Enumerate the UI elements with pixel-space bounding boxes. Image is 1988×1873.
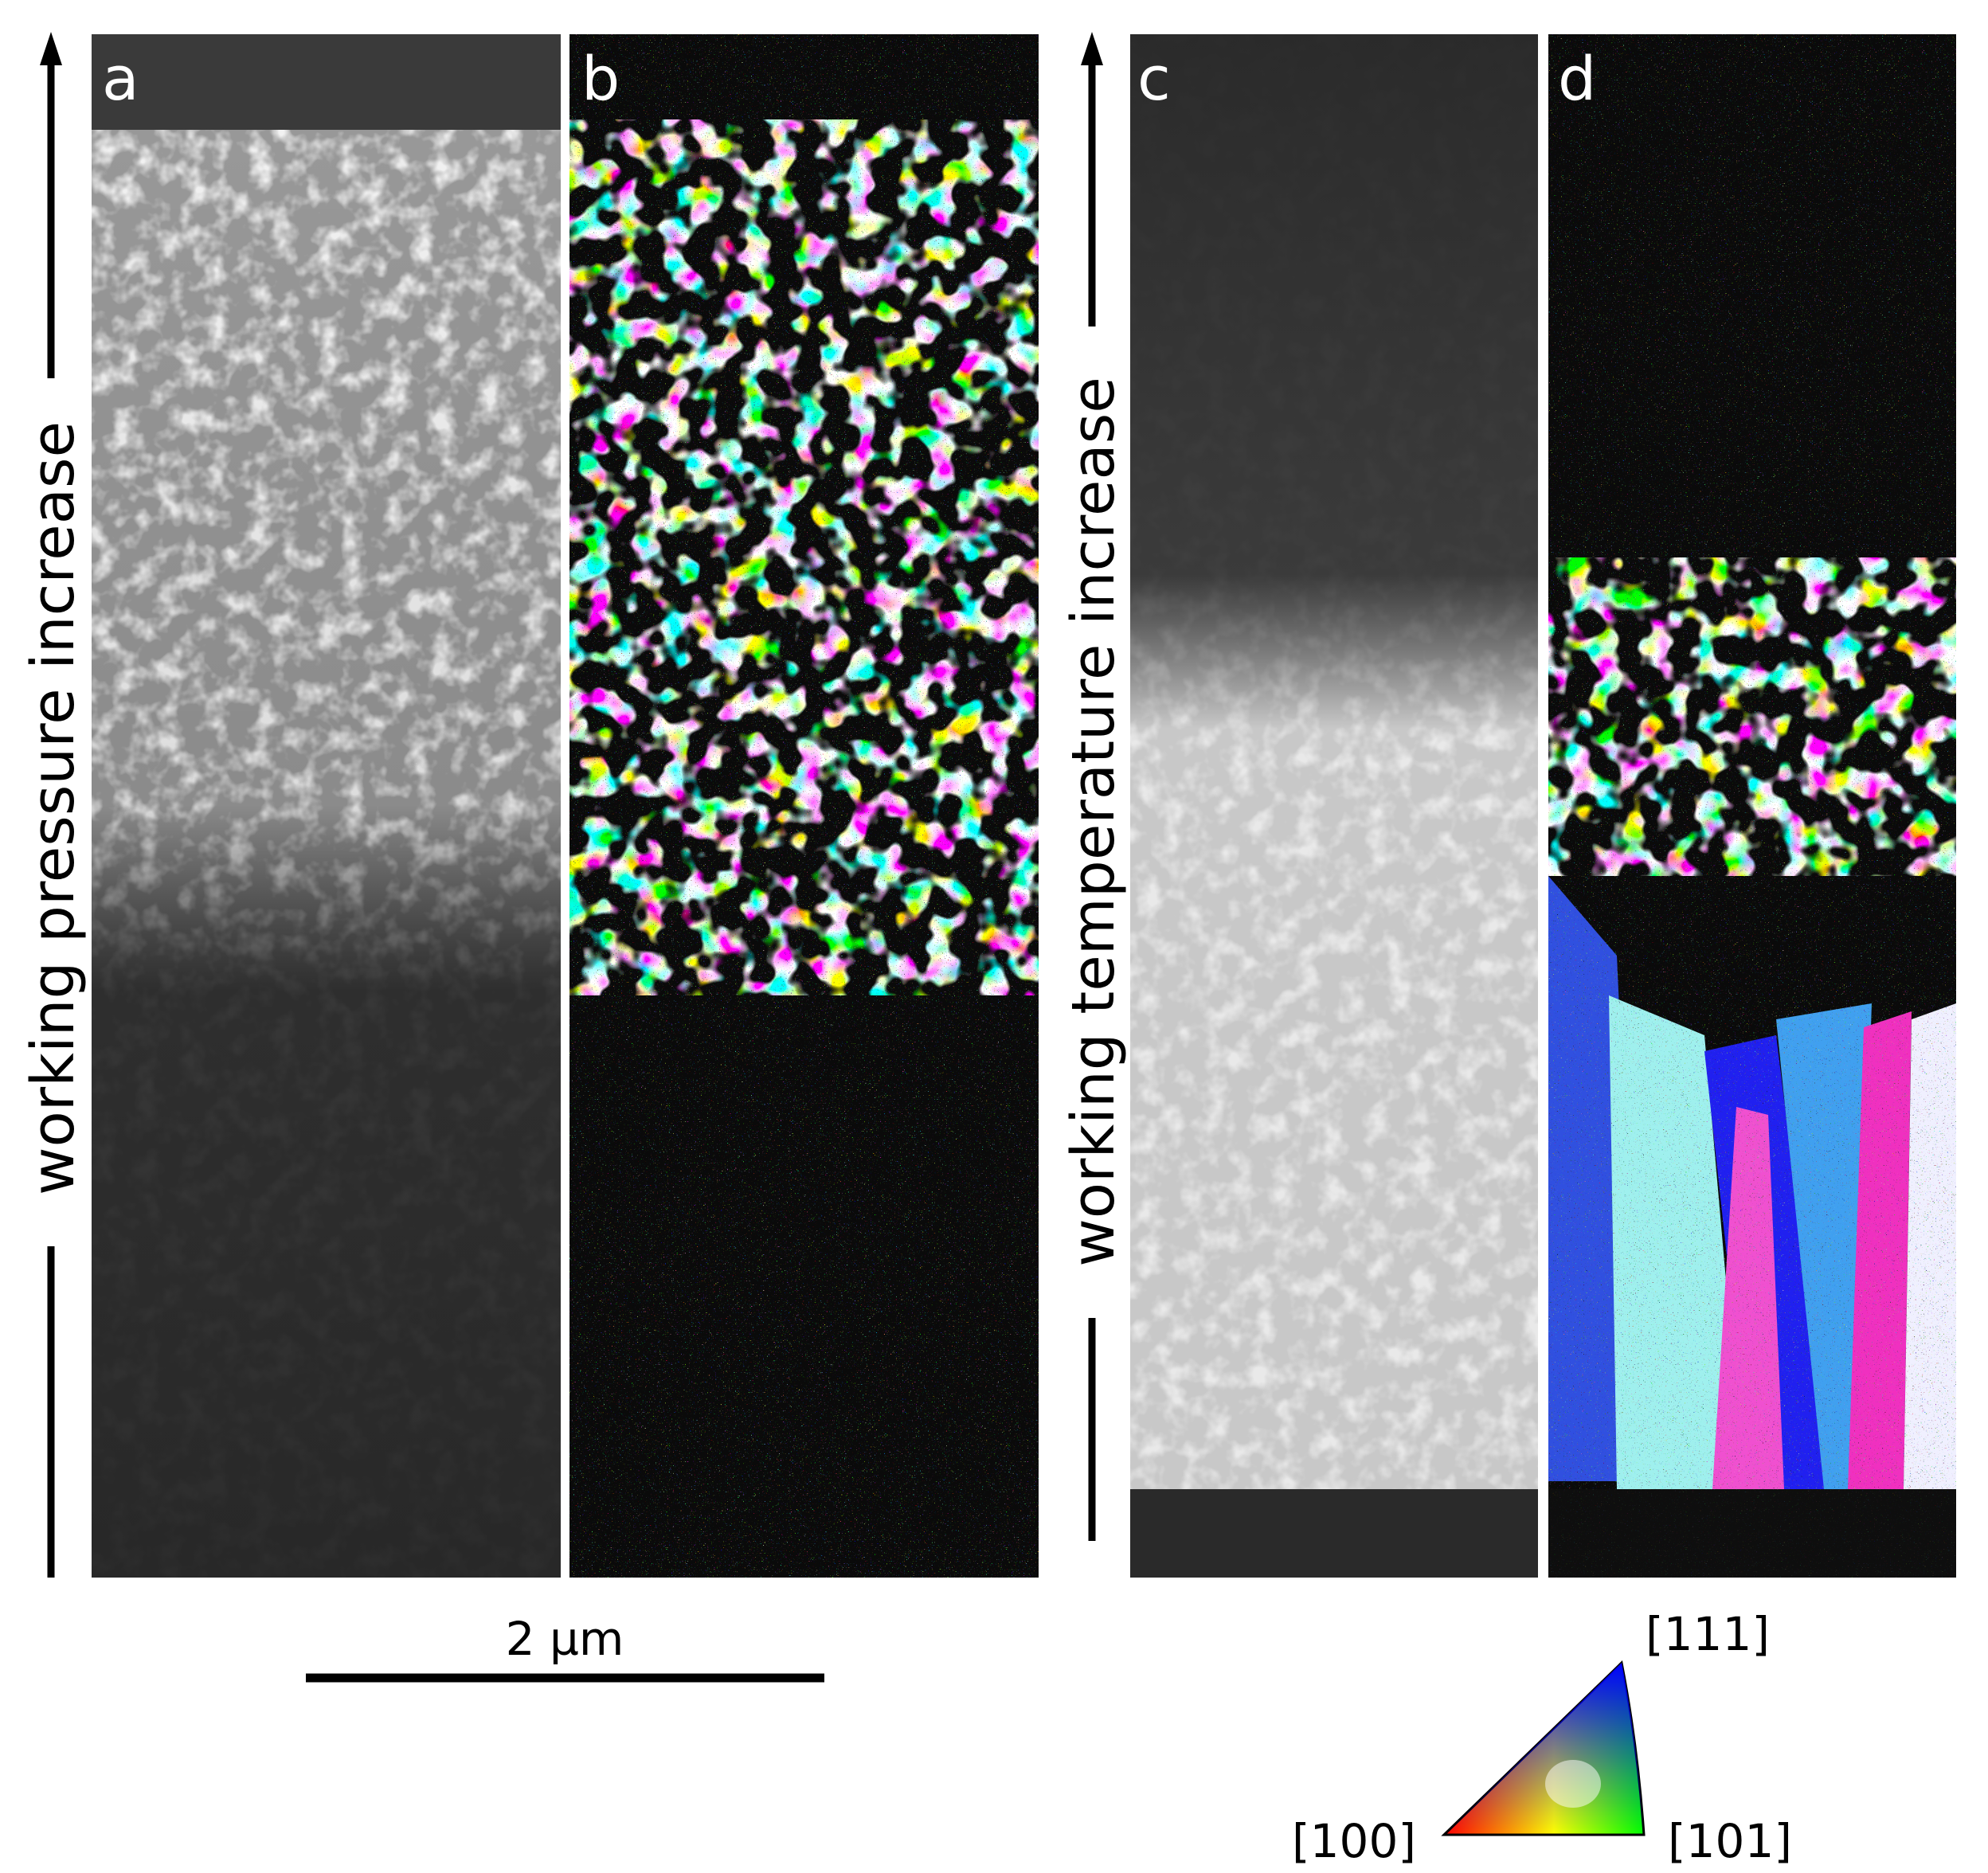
panel-label: a [102,43,139,114]
ipf-label: [111] [1646,1607,1770,1661]
panel-label: d [1558,43,1596,114]
arrow [40,32,62,1578]
ipf-label: [100] [1292,1814,1416,1868]
panel-label: b [581,43,620,114]
arrow-label: working pressure increase [19,421,88,1195]
ipf-key [1441,1660,1646,1836]
ipf-label: [101] [1668,1814,1792,1868]
arrow [1081,32,1103,1541]
arrow-label: working temperature increase [1059,377,1128,1267]
panel-label: c [1137,43,1171,114]
panel-a [92,34,561,1578]
scale-bar-label: 2 µm [506,1612,624,1666]
panel-b [569,34,1039,1578]
panel-c [1130,34,1538,1578]
panel-d [1548,34,1956,1578]
